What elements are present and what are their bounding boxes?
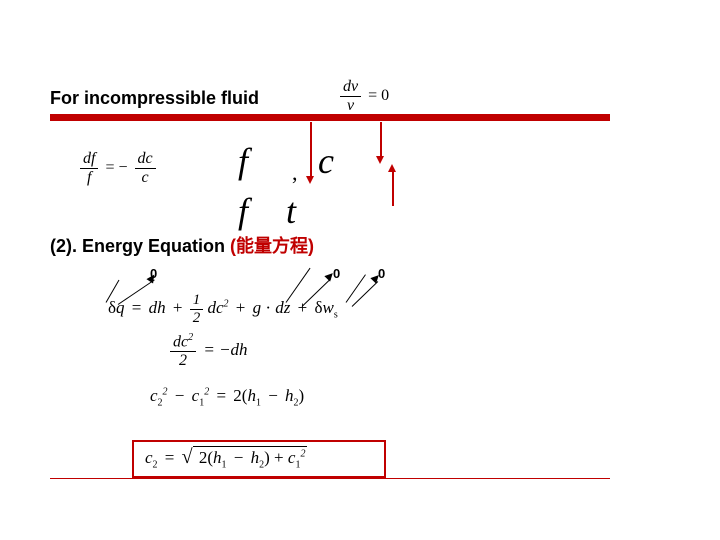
- big-f-top: f: [238, 140, 248, 182]
- fe-c: c: [145, 448, 153, 467]
- ee-delta: δ: [108, 298, 116, 317]
- heading2-prefix: (2). Energy Equation: [50, 236, 230, 256]
- fe-h2: h: [251, 448, 260, 467]
- cd-sup-b: 2: [204, 386, 209, 397]
- cd-minus: −: [172, 386, 188, 405]
- ee-dh: dh: [149, 298, 166, 317]
- eq-df-dc: df f = − dc c: [80, 150, 156, 186]
- ee-half-num: 1: [190, 292, 204, 310]
- heading2-close: ): [308, 236, 314, 256]
- cd-s1: 1: [199, 397, 204, 408]
- ee-p1: +: [170, 298, 186, 317]
- footer-rule: [50, 478, 610, 479]
- fe-h1s: 1: [222, 459, 227, 470]
- slide: For incompressible fluid dv v = 0 df f =…: [0, 0, 720, 540]
- big-t-bot: t: [286, 190, 296, 232]
- cd-mm: −: [265, 386, 281, 405]
- arrow-down-2: [380, 122, 382, 158]
- strike-dws: [346, 274, 366, 302]
- dc-num: dc: [135, 150, 156, 169]
- ee-dws-w: w: [323, 298, 334, 317]
- ee-q: q: [116, 298, 125, 317]
- dc-den: c: [135, 169, 156, 187]
- dc2-num-sup: 2: [188, 332, 193, 343]
- ee-eq: =: [129, 298, 145, 317]
- ee-dz: dz: [275, 298, 290, 317]
- eq-dc2-dh: dc2 2 = −dh: [170, 332, 251, 370]
- fe-c1s: 1: [295, 459, 300, 470]
- ee-dws-d: δ: [314, 298, 322, 317]
- arrow-down-1-head: [306, 176, 314, 184]
- arrow-up-1-head: [388, 164, 396, 172]
- cd-c1: c: [150, 386, 158, 405]
- arrow-down-2-head: [376, 156, 384, 164]
- arrow-down-1: [310, 122, 312, 178]
- df-eq: = −: [102, 159, 130, 176]
- df-num: df: [80, 150, 98, 169]
- df-den: f: [80, 169, 98, 187]
- cd-s2: 2: [158, 397, 163, 408]
- eq-final: c2 = √ 2(h1 − h2) + c12: [145, 446, 307, 470]
- cd-eq: =: [213, 386, 229, 405]
- dc2-rhs: = −dh: [200, 340, 250, 359]
- ee-dc-sup: 2: [224, 298, 229, 309]
- cd-two: 2(: [233, 386, 247, 405]
- heading-energy-equation: (2). Energy Equation (能量方程): [50, 232, 314, 258]
- dv-rhs: = 0: [365, 87, 392, 104]
- cd-h1s: 1: [256, 397, 261, 408]
- fe-c1sup: 2: [300, 448, 305, 459]
- eq-dv-over-v: dv v = 0: [340, 78, 392, 114]
- cd-sup-a: 2: [163, 386, 168, 397]
- cd-close: ): [299, 386, 305, 405]
- ee-g: g: [253, 298, 262, 317]
- fe-c2s: 2: [153, 459, 158, 470]
- ee-p3: +: [295, 298, 311, 317]
- ee-p2: +: [233, 298, 249, 317]
- ee-dc: dc: [207, 298, 223, 317]
- cd-h2: h: [285, 386, 294, 405]
- fe-sqrt: √: [182, 446, 193, 468]
- ann-arrow-c: [352, 281, 379, 307]
- eq-c-diff: c22 − c12 = 2(h1 − h2): [150, 386, 304, 408]
- eq-energy: δq = dh + 1 2 dc2 + g · dz + δws: [108, 292, 338, 326]
- cd-h1: h: [247, 386, 256, 405]
- fe-h1: h: [213, 448, 222, 467]
- fe-close: ) +: [264, 448, 284, 467]
- big-c-top: c: [318, 140, 334, 182]
- dv-den: v: [340, 97, 361, 115]
- fe-in-pre: 2(: [199, 448, 213, 467]
- big-f-bot: f: [238, 190, 248, 232]
- heading-incompressible: For incompressible fluid: [50, 88, 259, 109]
- dc2-den: 2: [170, 352, 196, 370]
- heading2-cn: 能量方程: [236, 236, 308, 256]
- ee-dot1: ·: [265, 298, 271, 317]
- dc2-num-pre: dc: [173, 333, 188, 350]
- dv-num: dv: [340, 78, 361, 97]
- title-rule-thin: [50, 120, 610, 121]
- fe-eq: =: [162, 448, 178, 467]
- ee-dws-s: s: [334, 309, 338, 320]
- ee-half-den: 2: [190, 310, 204, 327]
- big-comma: ,: [292, 160, 298, 186]
- fe-minus: −: [231, 448, 247, 467]
- arrow-up-1: [392, 170, 394, 206]
